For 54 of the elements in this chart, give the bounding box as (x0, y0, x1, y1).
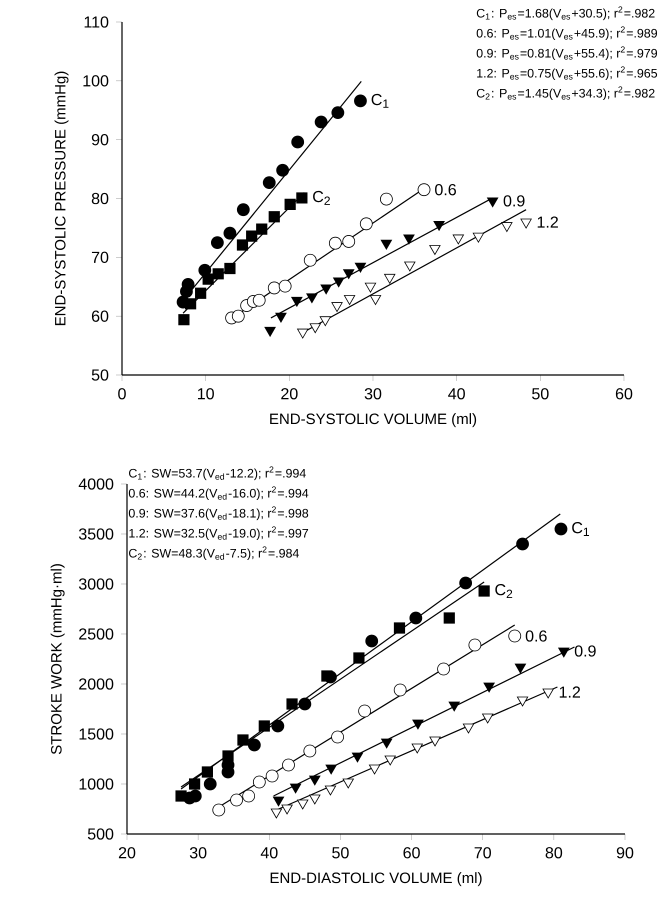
y-tick-label: 1000 (80, 778, 114, 790)
x-tick-label: 20 (118, 847, 136, 858)
y-tick-label: 1500 (80, 728, 114, 740)
x-tick-label: 40 (448, 388, 465, 400)
x-tick-label: 30 (190, 847, 206, 858)
annotation: C$_{2}$: SW=48.3(V$_{ed}$-7.5); r$^{2}$=.984 (129, 546, 299, 560)
text: C$_{1}$: SW=53.7(V$_{ed}$-12.2); r$^{2}$=.994 (129, 466, 306, 480)
series-label: 0.9 (504, 195, 524, 207)
y-tick-label: 100 (83, 75, 108, 86)
y-tick-label: 50 (92, 369, 108, 381)
x-axis-title: END-SYSTOLIC VOLUME (ml) (270, 413, 476, 428)
text: C$_{2}$: P$_{es}$=1.45(V$_{es}$+34.3); r$^{2}$=.982 (476, 86, 655, 100)
series-label: C$_{1}$ (372, 94, 388, 108)
y-axis-title: STROKE WORK (mmHg·ml) (50, 564, 65, 754)
series-label: C$_{2}$ (495, 584, 512, 598)
series-label: 0.9 (574, 645, 596, 657)
y-axis-title: END-SYSTOLIC PRESSURE (mmHg) (54, 72, 68, 326)
series-label: 1.2 (538, 216, 558, 228)
x-tick-label: 80 (546, 847, 562, 858)
x-tick-label: 50 (532, 388, 549, 400)
y-tick-label: 4000 (78, 478, 114, 490)
x-tick-label: 30 (364, 388, 382, 400)
y-tick-label: 2000 (79, 678, 114, 690)
y-tick-label: 500 (88, 828, 114, 840)
x-tick-label: 60 (403, 847, 420, 858)
y-tick-label: 110 (84, 16, 108, 28)
x-tick-label: 70 (474, 847, 491, 858)
annotation: 0.9: SW=37.6(V$_{ed}$-18.1); r$^{2}$=.998 (128, 506, 308, 520)
series-label: C$_{1}$ (572, 522, 590, 536)
y-tick-label: 2500 (79, 628, 114, 640)
series-label: 0.6 (435, 184, 456, 196)
y-tick-label: 3000 (78, 578, 114, 590)
x-tick-label: 50 (332, 847, 349, 858)
annotation: 0.9: P$_{es}$=0.81(V$_{es}$+55.4); r$^{2}$=.979 (476, 46, 658, 60)
x-axis-title: END-DIASTOLIC VOLUME (ml) (270, 872, 482, 886)
series-label: 0.6 (526, 630, 547, 642)
series-label: C$_{2}$ (313, 190, 330, 205)
x-tick-label: 0 (118, 388, 126, 400)
y-tick-label: 70 (92, 252, 108, 263)
x-tick-label: 60 (616, 388, 632, 400)
text: C$_{1}$: P$_{es}$=1.68(V$_{es}$+30.5); r$^{2}$=.982 (476, 6, 655, 20)
y-tick-label: 3500 (78, 528, 114, 540)
x-tick-label: 40 (260, 847, 278, 858)
annotation: 1.2: P$_{es}$=0.75(V$_{es}$+55.6); r$^{2}$=.965 (477, 66, 658, 80)
annotation: 0.6: P$_{es}$=1.01(V$_{es}$+45.9); r$^{2}$=.989 (476, 26, 658, 40)
x-tick-label: 10 (198, 388, 214, 400)
y-tick-label: 90 (92, 134, 108, 146)
series-label: 1.2 (560, 686, 580, 698)
x-tick-label: 20 (281, 388, 298, 400)
x-tick-label: 90 (616, 847, 634, 858)
annotation: 0.6: SW=44.2(V$_{ed}$-16.0); r$^{2}$=.994 (128, 486, 308, 500)
annotation: 1.2: SW=32.5(V$_{ed}$-19.0); r$^{2}$=.997 (129, 526, 308, 540)
y-tick-label: 80 (92, 192, 108, 204)
y-tick-label: 60 (92, 310, 108, 322)
